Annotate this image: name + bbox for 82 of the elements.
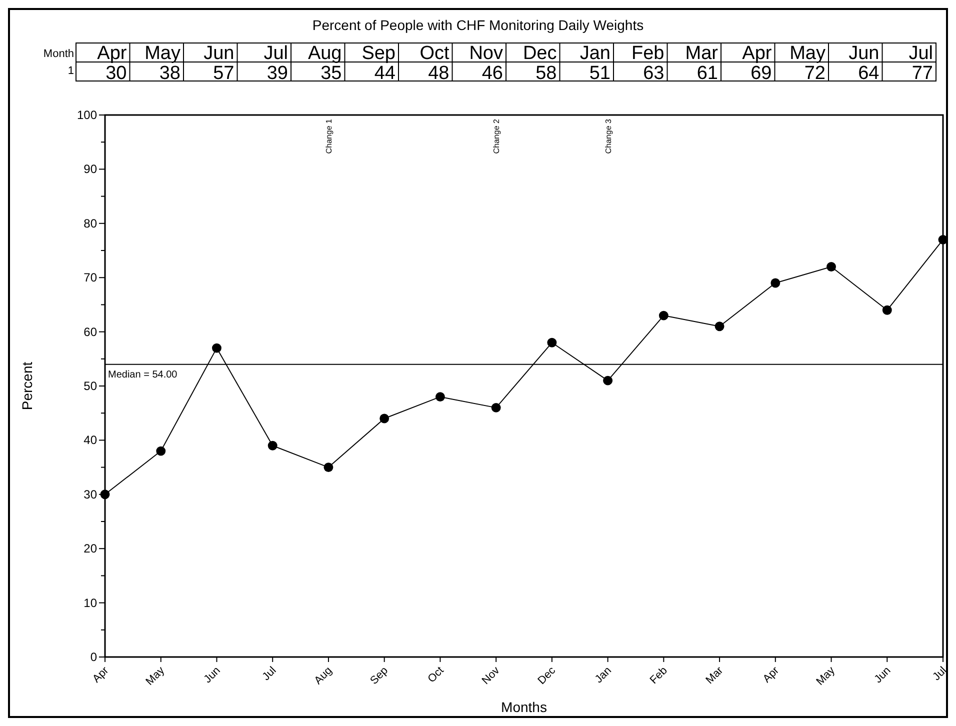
category-label: Aug <box>308 43 342 64</box>
x-tick-label: Mar <box>704 664 726 687</box>
category-label: Nov <box>469 43 503 64</box>
annotation: Change 2 <box>492 118 502 154</box>
data-label: 35 <box>320 63 342 84</box>
y-tick-label: 40 <box>84 433 98 448</box>
y-tick-label: 70 <box>84 270 98 285</box>
y-tick-label: 50 <box>84 379 98 393</box>
point <box>435 392 445 402</box>
data-label: 44 <box>374 63 396 84</box>
chart-title: Percent of People with CHF Monitoring Daily Weights <box>312 17 644 33</box>
x-tick-label: Feb <box>648 664 670 687</box>
y-axis-title: Percent <box>19 362 35 410</box>
point <box>547 338 557 348</box>
y-tick-label: 60 <box>84 324 98 339</box>
category-label: Jul <box>908 43 933 64</box>
data-label: 69 <box>750 63 772 84</box>
y-tick-label: 90 <box>84 162 98 176</box>
point <box>714 322 724 332</box>
x-tick-label: Jun <box>202 664 223 686</box>
category-label: Feb <box>632 43 664 64</box>
data-label: 46 <box>482 63 503 84</box>
point <box>156 446 166 456</box>
category-label: Jul <box>264 43 288 64</box>
data-label: 57 <box>213 63 234 84</box>
x-tick-label: Apr <box>90 664 112 686</box>
point <box>380 414 390 424</box>
category-label: Apr <box>742 43 772 64</box>
category-label: Sep <box>362 43 396 64</box>
data-label: 61 <box>696 63 718 84</box>
data-label: 63 <box>643 63 664 84</box>
category-label: Mar <box>685 43 718 64</box>
category-label: Jan <box>580 43 610 64</box>
category-label: Dec <box>522 43 557 64</box>
x-tick-label: May <box>144 664 168 688</box>
x-tick-label: Jan <box>592 664 614 686</box>
data-label: 77 <box>912 63 933 84</box>
data-label: 38 <box>159 63 180 84</box>
text: Month <box>43 48 74 60</box>
x-tick-label: Jun <box>872 664 894 686</box>
point <box>658 310 668 320</box>
x-tick-label: Apr <box>760 664 782 686</box>
x-tick-label: Nov <box>480 664 503 687</box>
annotation: Change 3 <box>604 118 613 154</box>
y-tick-label: 30 <box>84 487 98 502</box>
x-tick-label: Dec <box>536 664 558 687</box>
point <box>826 262 836 272</box>
point <box>324 462 334 472</box>
text: 1 <box>68 65 74 77</box>
data-label: 64 <box>858 63 880 84</box>
category-label: Jun <box>204 43 234 64</box>
category-label: Apr <box>97 43 127 64</box>
point <box>212 343 222 353</box>
y-tick-label: 20 <box>84 542 98 556</box>
x-tick-label: Sep <box>368 664 390 687</box>
x-tick-label: May <box>814 664 838 688</box>
data-label: 48 <box>428 63 450 84</box>
data-label: 39 <box>266 63 288 84</box>
y-tick-label: 0 <box>90 650 98 664</box>
y-tick-label: 100 <box>76 108 98 122</box>
x-tick-label: Oct <box>426 664 446 686</box>
category-label: May <box>790 43 826 64</box>
point <box>491 402 501 412</box>
category-label: May <box>144 43 180 64</box>
x-tick-label: Aug <box>312 664 335 687</box>
y-tick-label: 10 <box>84 596 98 610</box>
data-label: 72 <box>804 63 826 84</box>
point <box>770 278 780 288</box>
data-label: 30 <box>106 63 127 84</box>
point <box>882 305 892 315</box>
ref-line-label: Median = 54.00 <box>108 369 178 380</box>
category-label: Oct <box>420 43 450 64</box>
data-label: 58 <box>536 63 557 84</box>
data-label: 51 <box>589 63 610 84</box>
y-tick-label: 80 <box>84 216 98 230</box>
x-tick-label: Jul <box>930 664 950 684</box>
point <box>268 440 278 450</box>
category-label: Jun <box>848 43 880 64</box>
x-tick-label: Jul <box>260 664 279 684</box>
annotation: Change 1 <box>324 118 334 154</box>
point <box>603 376 613 386</box>
x-axis-title: Months <box>501 699 547 715</box>
